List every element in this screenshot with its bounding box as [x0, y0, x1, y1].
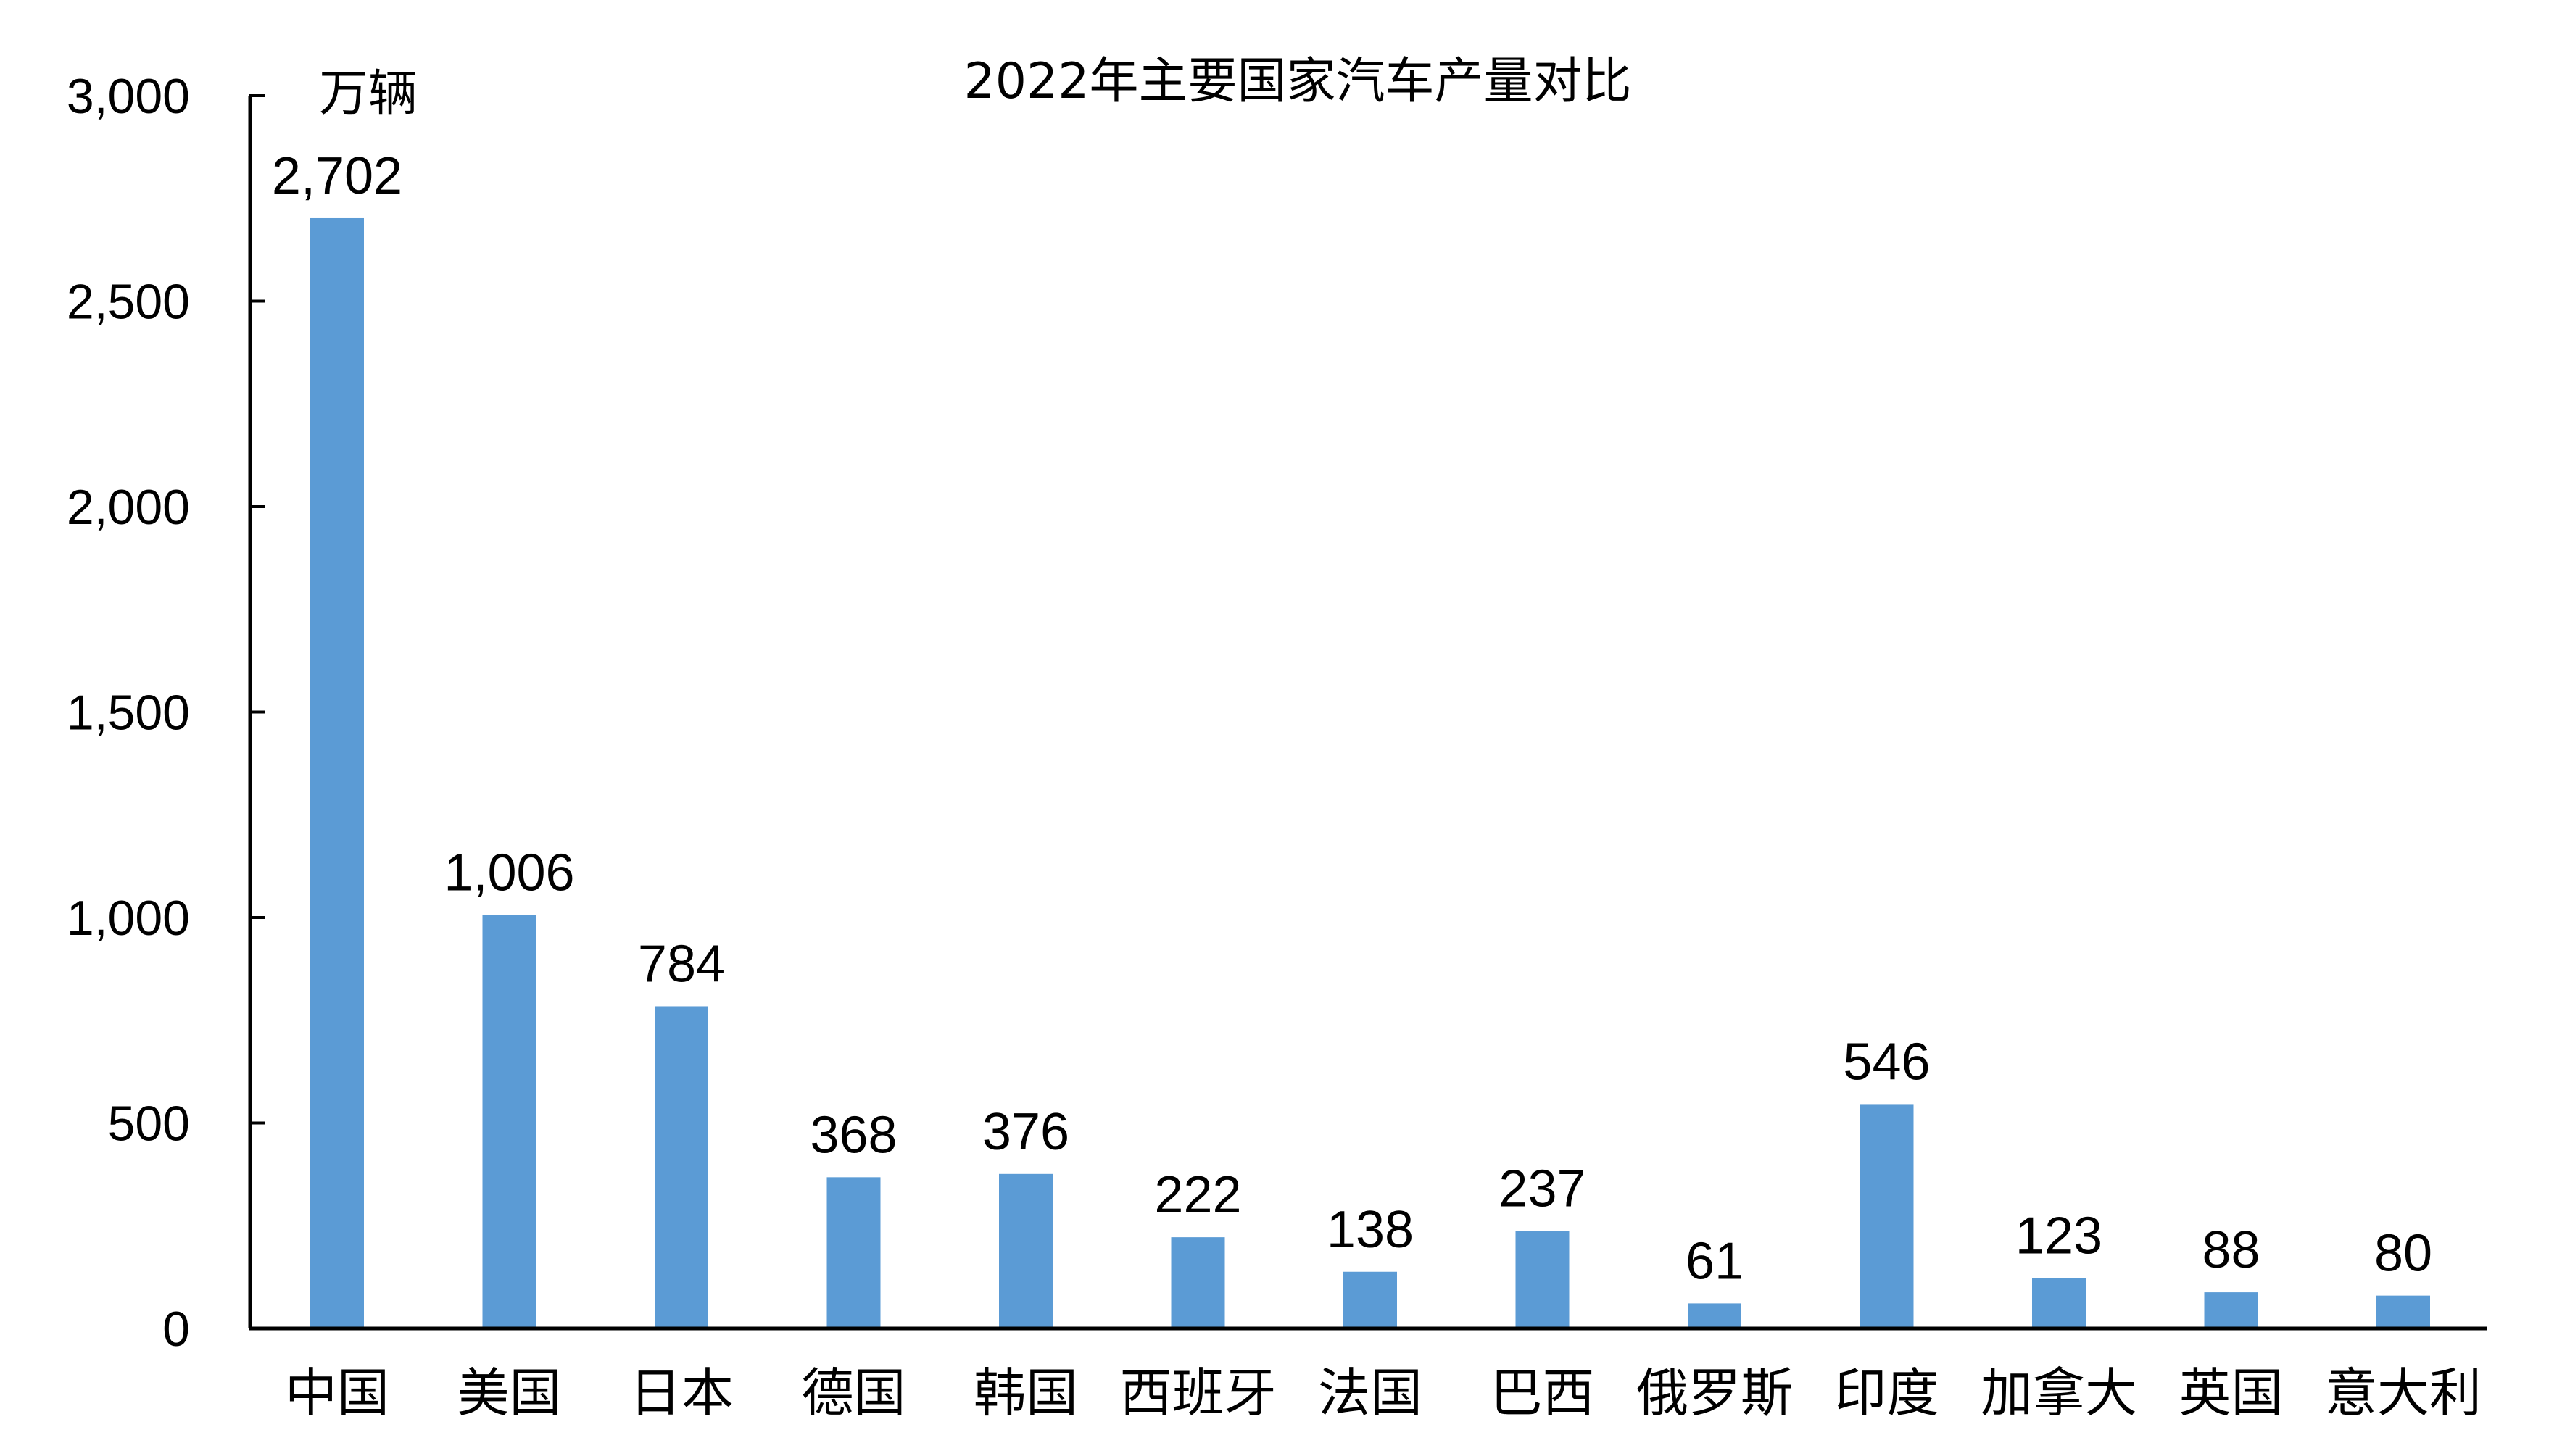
x-axis: 中国 美国 日本 德国 韩国 西班牙 法国 巴西 俄罗斯 印度 加拿大 英国 意大利 [249, 1326, 2487, 1423]
y-tick-label: 2,500 [67, 275, 190, 330]
data-label: 138 [1327, 1201, 1414, 1259]
x-tick-label: 印度 [1834, 1363, 1939, 1423]
data-labels: 2,702 1,006 784 368 376 222 138 237 61 546 123 88 80 [272, 147, 2432, 1290]
x-tick-label: 加拿大 [1981, 1363, 2137, 1423]
bar [1860, 1104, 1914, 1328]
data-label: 368 [810, 1106, 897, 1164]
y-axis-unit-label: 万辆 [319, 65, 418, 122]
x-tick-label: 意大利 [2325, 1363, 2482, 1423]
x-tick-label: 韩国 [974, 1363, 1078, 1423]
data-label: 88 [2202, 1221, 2260, 1279]
data-label: 80 [2374, 1225, 2432, 1283]
bar [826, 1177, 881, 1328]
x-tick-label: 英国 [2179, 1363, 2283, 1423]
data-label: 2,702 [272, 147, 402, 205]
x-tick-label: 俄罗斯 [1636, 1363, 1793, 1423]
y-tick-label: 500 [108, 1097, 190, 1152]
x-tick-label: 巴西 [1490, 1363, 1594, 1423]
bar [1343, 1271, 1397, 1328]
x-tick-label: 法国 [1318, 1363, 1422, 1423]
bar [2204, 1292, 2258, 1328]
bars [310, 217, 2430, 1328]
y-axis: 0 500 1,000 1,500 2,000 2,500 3,000 [67, 69, 265, 1357]
bar [999, 1173, 1053, 1328]
data-label: 222 [1154, 1166, 1241, 1224]
bar [482, 915, 536, 1328]
x-tick-label: 中国 [285, 1363, 389, 1423]
x-tick-label: 德国 [801, 1363, 905, 1423]
data-label: 123 [2015, 1207, 2102, 1265]
y-tick-label: 2,000 [67, 480, 190, 535]
data-label: 784 [638, 935, 725, 993]
data-label: 546 [1843, 1033, 1930, 1091]
data-label: 376 [982, 1103, 1069, 1161]
bar [310, 217, 364, 1328]
x-tick-label: 西班牙 [1119, 1363, 1276, 1423]
chart-title: 2022年主要国家汽车产量对比 [963, 53, 1631, 110]
bar [2032, 1278, 2086, 1328]
x-tick-label: 日本 [629, 1363, 734, 1423]
bar [1688, 1303, 1741, 1328]
y-tick-label: 1,000 [67, 891, 190, 946]
data-label: 1,006 [444, 844, 574, 902]
bar [655, 1006, 708, 1328]
y-tick-label: 3,000 [67, 69, 190, 124]
y-tick-label: 1,500 [67, 686, 190, 741]
data-label: 61 [1686, 1232, 1744, 1290]
data-label: 237 [1499, 1160, 1585, 1218]
bar [2376, 1295, 2430, 1328]
y-tick-label: 0 [162, 1302, 190, 1357]
bar [1515, 1231, 1570, 1328]
bar [1171, 1237, 1225, 1328]
x-tick-label: 美国 [457, 1363, 561, 1423]
